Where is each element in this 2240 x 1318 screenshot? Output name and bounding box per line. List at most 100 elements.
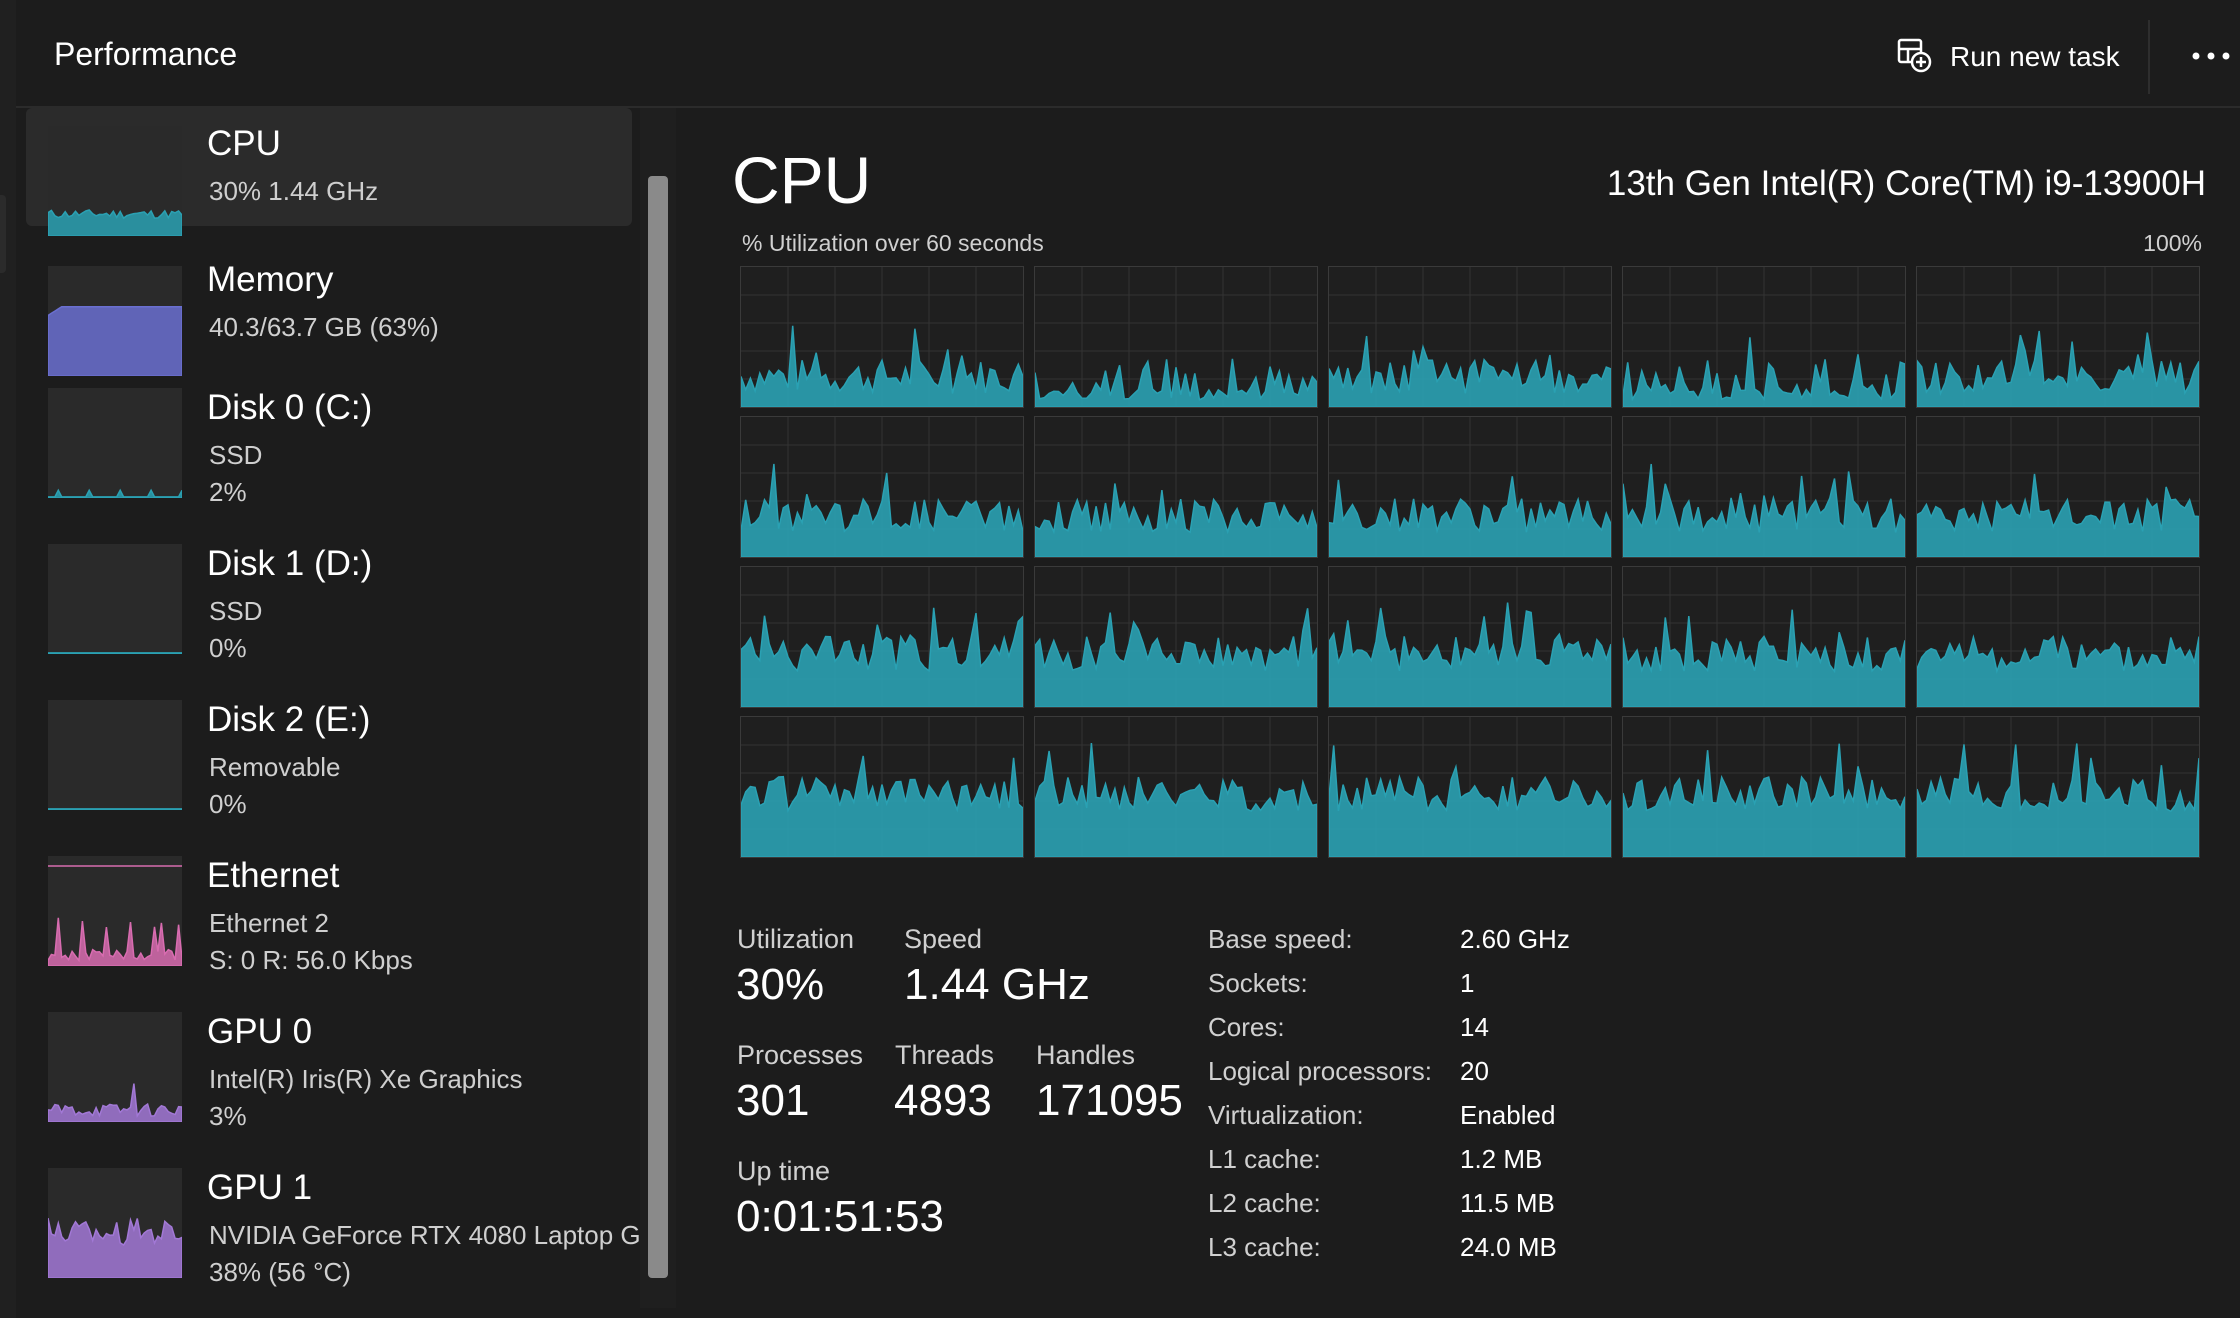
- spec-value: 14: [1460, 1012, 1489, 1042]
- sidebar-thumbnail-graph: [48, 1012, 182, 1122]
- sidebar-item-detail: SSD: [209, 596, 263, 626]
- handles-value: 171095: [1036, 1076, 1183, 1125]
- utilization-label: Utilization: [737, 924, 855, 954]
- more-options-icon: [2191, 48, 2231, 66]
- sidebar-item-cpu-0[interactable]: CPU 30% 1.44 GHz: [26, 108, 632, 236]
- processes-value: 301: [736, 1076, 810, 1125]
- logical-processor-graph: [740, 416, 1024, 558]
- header-divider: [2148, 20, 2150, 94]
- spec-value: 24.0 MB: [1460, 1232, 1557, 1262]
- sidebar-scrollbar[interactable]: [648, 176, 668, 1278]
- sidebar-item-disk-4[interactable]: Disk 2 (E:) Removable 0%: [26, 692, 632, 826]
- spec-label: Logical processors:: [1208, 1056, 1432, 1086]
- spec-value: Enabled: [1460, 1100, 1556, 1130]
- logical-processor-graph: [1622, 566, 1906, 708]
- sidebar-item-memory-1[interactable]: Memory 40.3/63.7 GB (63%): [26, 244, 632, 378]
- handles-label: Handles: [1036, 1040, 1136, 1070]
- sidebar-thumbnail-graph: [48, 388, 182, 498]
- cpu-model-name: 13th Gen Intel(R) Core(TM) i9-13900H: [1606, 164, 2206, 203]
- sidebar-item-value: 2%: [209, 477, 247, 507]
- performance-sidebar: CPU 30% 1.44 GHz Memory 40.3/63.7 GB (63%) D…: [26, 108, 641, 1318]
- spec-label: Cores:: [1208, 1012, 1285, 1042]
- page-header: Performance Run new task: [16, 0, 2240, 108]
- sidebar-item-disk-3[interactable]: Disk 1 (D:) SSD 0%: [26, 536, 632, 670]
- logical-processor-graph: [1916, 566, 2200, 708]
- run-task-icon: [1896, 37, 1932, 78]
- sidebar-item-detail: SSD: [209, 440, 263, 470]
- logical-processor-graph: [1328, 266, 1612, 408]
- logical-processor-graph: [1916, 266, 2200, 408]
- run-new-task-label: Run new task: [1950, 41, 2120, 72]
- logical-processor-graph: [1034, 716, 1318, 858]
- run-new-task-button[interactable]: Run new task: [1896, 30, 2120, 84]
- spec-label: L3 cache:: [1208, 1232, 1321, 1262]
- logical-processor-graph: [1916, 716, 2200, 858]
- sidebar-item-gpu1-7[interactable]: GPU 1 NVIDIA GeForce RTX 4080 Laptop G 38%…: [26, 1160, 641, 1294]
- sidebar-item-title: Disk 2 (E:): [207, 700, 371, 739]
- spec-value: 11.5 MB: [1460, 1188, 1555, 1218]
- logical-processor-graph: [1328, 416, 1612, 558]
- processes-label: Processes: [737, 1040, 864, 1070]
- sidebar-item-disk-2[interactable]: Disk 0 (C:) SSD 2%: [26, 380, 632, 514]
- sidebar-item-value: 0%: [209, 633, 247, 663]
- sidebar-thumbnail-graph: [48, 700, 182, 810]
- sidebar-item-value: 38% (56 °C): [209, 1257, 351, 1287]
- sidebar-item-value: S: 0 R: 56.0 Kbps: [209, 945, 413, 975]
- logical-processor-graph: [1328, 716, 1612, 858]
- nav-rail: [0, 0, 16, 1318]
- speed-value: 1.44 GHz: [904, 960, 1090, 1009]
- spec-value: 1: [1460, 968, 1475, 998]
- cpu-detail-panel: CPU 13th Gen Intel(R) Core(TM) i9-13900H…: [690, 108, 2240, 1318]
- spec-label: Base speed:: [1208, 924, 1353, 954]
- threads-label: Threads: [895, 1040, 995, 1070]
- graph-max-label: 100%: [2143, 230, 2202, 256]
- graph-caption: % Utilization over 60 seconds: [742, 230, 1044, 256]
- spec-value: 2.60 GHz: [1460, 924, 1570, 954]
- uptime-value: 0:01:51:53: [736, 1192, 944, 1241]
- spec-label: L2 cache:: [1208, 1188, 1321, 1218]
- page-title: Performance: [54, 36, 238, 72]
- sidebar-item-title: GPU 0: [207, 1012, 313, 1051]
- utilization-value: 30%: [736, 960, 825, 1009]
- uptime-label: Up time: [737, 1156, 831, 1186]
- logical-processor-graph: [1916, 416, 2200, 558]
- sidebar-item-value: 0%: [209, 789, 247, 819]
- spec-value: 20: [1460, 1056, 1489, 1086]
- sidebar-item-detail: Removable: [209, 752, 341, 782]
- sidebar-item-ethernet-5[interactable]: Ethernet Ethernet 2 S: 0 R: 56.0 Kbps: [26, 848, 632, 982]
- sidebar-item-title: CPU: [207, 124, 281, 163]
- logical-processor-graph: [1034, 416, 1318, 558]
- logical-processor-graph: [740, 266, 1024, 408]
- sidebar-thumbnail-graph: [48, 856, 182, 966]
- sidebar-thumbnail-graph: [48, 1168, 182, 1278]
- logical-processor-graph: [1622, 266, 1906, 408]
- sidebar-thumbnail-graph: [48, 126, 182, 236]
- sidebar-item-detail: 30% 1.44 GHz: [209, 176, 379, 206]
- spec-label: Sockets:: [1208, 968, 1308, 998]
- sidebar-thumbnail-graph: [48, 544, 182, 654]
- sidebar-thumbnail-graph: [48, 266, 182, 376]
- sidebar-item-gpu0-6[interactable]: GPU 0 Intel(R) Iris(R) Xe Graphics 3%: [26, 1004, 632, 1138]
- sidebar-item-title: Memory: [207, 260, 334, 299]
- sidebar-item-detail: 40.3/63.7 GB (63%): [209, 312, 439, 342]
- sidebar-item-title: GPU 1: [207, 1168, 313, 1207]
- logical-processor-graph: [1622, 716, 1906, 858]
- spec-value: 1.2 MB: [1460, 1144, 1543, 1174]
- threads-value: 4893: [894, 1076, 992, 1125]
- sidebar-item-title: Disk 1 (D:): [207, 544, 373, 583]
- logical-processor-graph: [740, 716, 1024, 858]
- sidebar-item-title: Disk 0 (C:): [207, 388, 373, 427]
- cpu-heading: CPU: [732, 143, 872, 217]
- nav-rail-selection-indicator: [0, 195, 6, 273]
- sidebar-item-value: 3%: [209, 1101, 247, 1131]
- logical-processor-graph: [1622, 416, 1906, 558]
- sidebar-item-detail: NVIDIA GeForce RTX 4080 Laptop G: [209, 1220, 641, 1250]
- logical-processor-graphs: [740, 266, 2202, 866]
- sidebar-item-detail: Intel(R) Iris(R) Xe Graphics: [209, 1064, 523, 1094]
- logical-processor-graph: [1328, 566, 1612, 708]
- spec-label: Virtualization:: [1208, 1100, 1364, 1130]
- more-options-button[interactable]: [2186, 30, 2236, 84]
- sidebar-item-title: Ethernet: [207, 856, 340, 895]
- logical-processor-graph: [1034, 566, 1318, 708]
